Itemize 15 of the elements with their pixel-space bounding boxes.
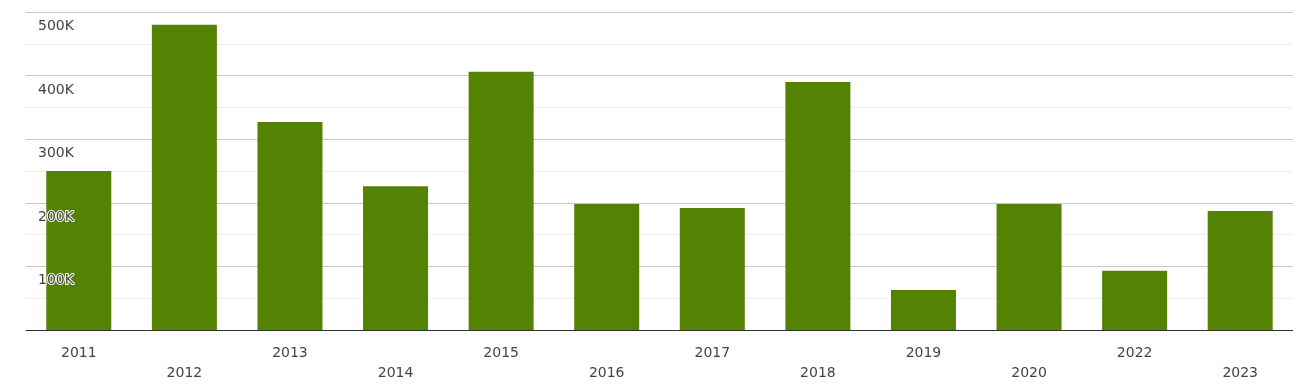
x-tick-label: 2015 [483, 344, 519, 360]
x-tick-label: 2012 [166, 364, 203, 380]
x-tick-label: 2014 [377, 364, 414, 380]
x-tick-label: 2020 [1011, 364, 1047, 380]
x-tick-label: 2018 [800, 364, 836, 380]
x-tick-label: 2011 [60, 344, 97, 360]
y-tick-label: 300K [38, 144, 75, 161]
x-tick-label: 2017 [694, 344, 731, 360]
y-tick-label: 500K [38, 17, 75, 33]
x-tick-label: 2023 [1222, 364, 1259, 380]
y-tick-label: 400K [38, 80, 75, 97]
x-tick-label: 2016 [588, 364, 625, 380]
x-tick-label: 2019 [905, 344, 942, 360]
x-tick-label: 2022 [1116, 344, 1153, 360]
x-tick-label: 2013 [272, 344, 308, 360]
